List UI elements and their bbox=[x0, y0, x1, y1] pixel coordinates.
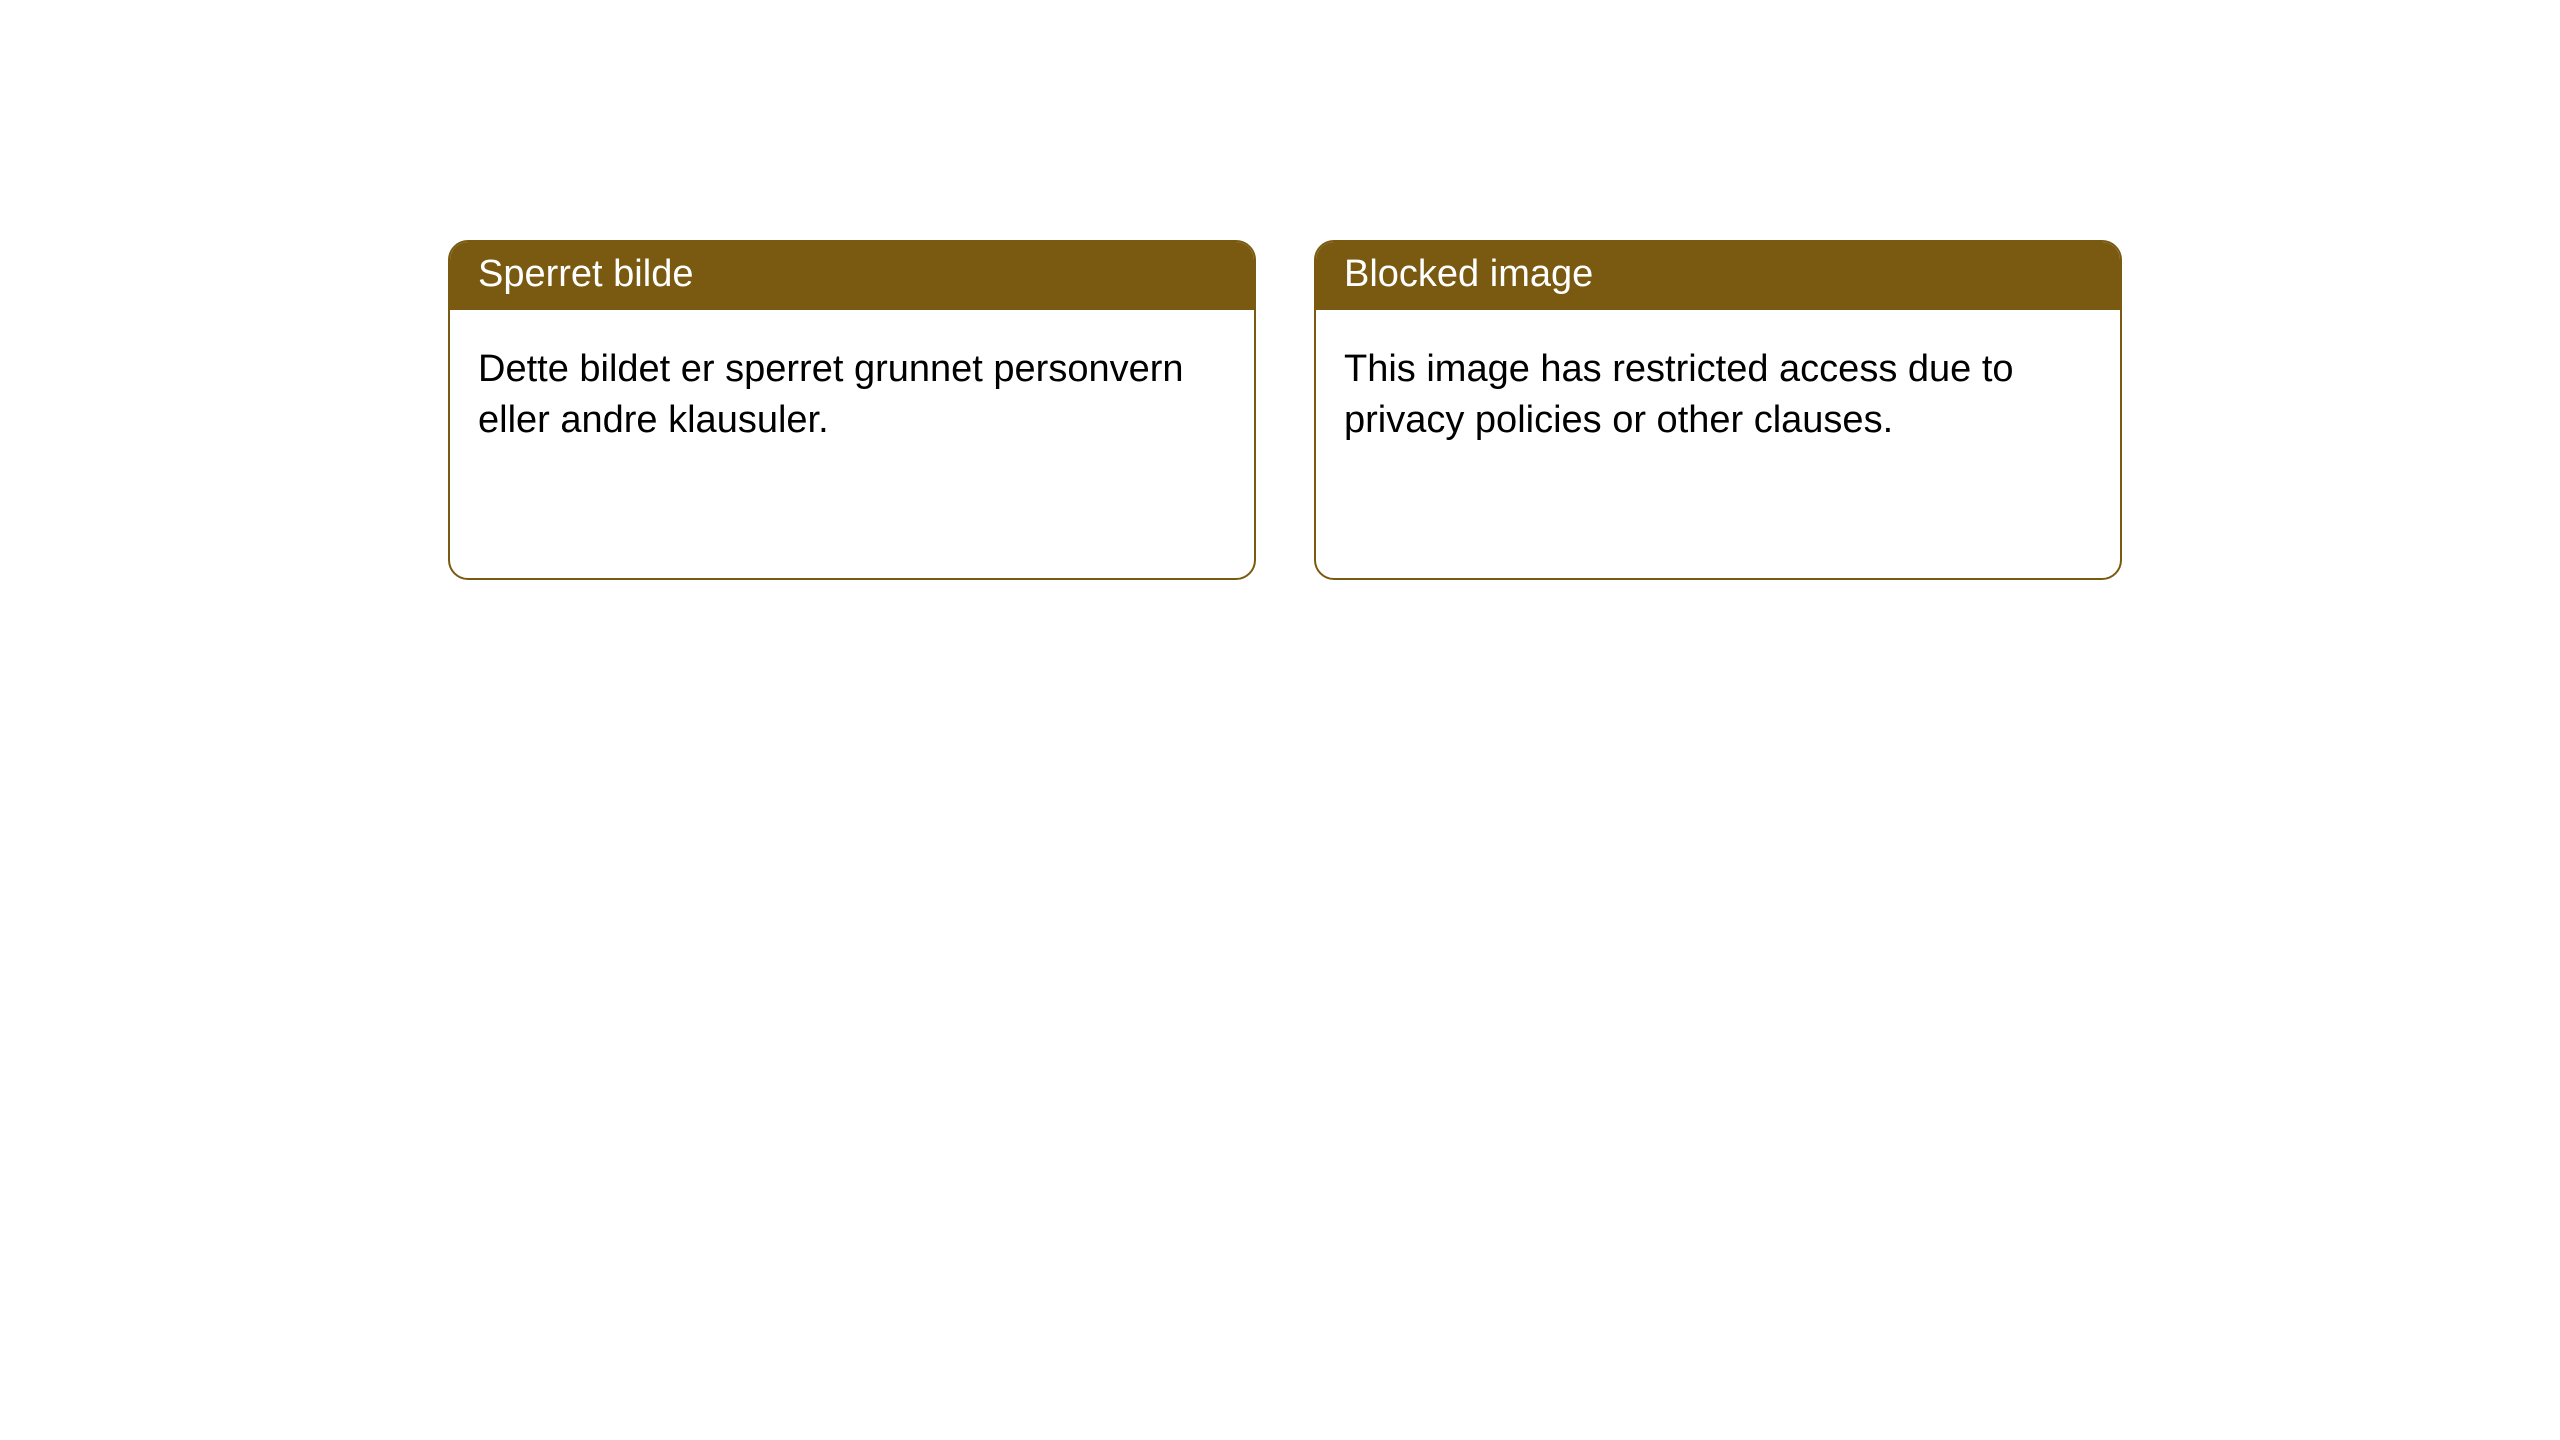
blocked-image-card-no: Sperret bilde Dette bildet er sperret gr… bbox=[448, 240, 1256, 580]
notice-cards-row: Sperret bilde Dette bildet er sperret gr… bbox=[0, 0, 2560, 580]
card-header: Sperret bilde bbox=[450, 242, 1254, 310]
card-header: Blocked image bbox=[1316, 242, 2120, 310]
blocked-image-card-en: Blocked image This image has restricted … bbox=[1314, 240, 2122, 580]
card-body: This image has restricted access due to … bbox=[1316, 310, 2120, 481]
card-body: Dette bildet er sperret grunnet personve… bbox=[450, 310, 1254, 481]
